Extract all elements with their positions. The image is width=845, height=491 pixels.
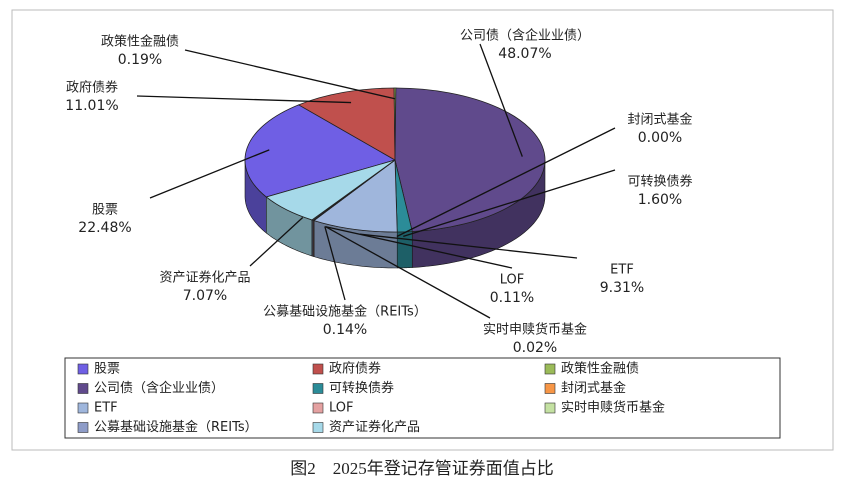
legend-label: 公司债（含企业业债）: [94, 380, 224, 396]
legend-label: 政府债券: [329, 361, 381, 377]
legend-label: 资产证券化产品: [329, 419, 420, 435]
legend-swatch: [77, 422, 89, 433]
legend-swatch: [77, 363, 89, 375]
legend-label: 公募基础设施基金（REITs）: [94, 419, 258, 435]
slice-label: 公募基础设施基金（REITs）: [263, 304, 427, 320]
leader-line: [325, 226, 513, 269]
slice-label: 封闭式基金: [627, 112, 692, 128]
value-label: 22.48%: [78, 220, 131, 236]
chart-frame: [11, 9, 834, 451]
value-label: 0.00%: [638, 130, 682, 146]
legend-box: [64, 357, 781, 439]
legend-label: 政策性金融债: [561, 361, 639, 377]
value-label: 11.01%: [65, 98, 118, 114]
slice-label: 公司债（含企业业债）: [460, 28, 590, 44]
leader-line: [249, 217, 304, 267]
slice: [244, 104, 397, 198]
legend-label: 实时申赎货币基金: [561, 400, 665, 416]
leader-line: [359, 233, 578, 259]
value-label: 9.31%: [600, 280, 644, 296]
legend-swatch: [312, 402, 324, 414]
leader-line: [324, 226, 346, 301]
legend-swatch: [312, 363, 324, 375]
slice: [297, 87, 396, 161]
slice-label: 政府债券: [66, 80, 118, 96]
value-label: 7.07%: [183, 288, 227, 304]
slice: [394, 87, 546, 232]
legend-swatch: [544, 383, 556, 394]
legend-swatch: [312, 422, 324, 433]
value-label: 0.19%: [118, 52, 162, 68]
value-label: 0.14%: [323, 322, 367, 338]
legend-label: 股票: [94, 362, 120, 377]
leader-line: [396, 127, 616, 238]
legend-swatch: [544, 402, 556, 414]
legend-swatch: [77, 383, 89, 394]
legend-label: ETF: [94, 401, 118, 416]
value-label: 48.07%: [498, 46, 551, 62]
caption: 图2 2025年登记存管证券面值占比: [290, 459, 554, 478]
value-label: 0.02%: [513, 340, 557, 356]
slice-label: 可转换债券: [627, 174, 692, 190]
slice-label: 股票: [92, 203, 118, 218]
slice-label: LOF: [500, 273, 525, 288]
legend-swatch: [544, 363, 556, 375]
slice-label: ETF: [610, 263, 634, 278]
value-label: 0.11%: [490, 290, 534, 306]
leader-line: [136, 95, 352, 104]
legend-swatch: [77, 402, 89, 414]
slice-label: 资产证券化产品: [159, 270, 250, 286]
slice: [265, 159, 396, 221]
legend-label: 可转换债券: [329, 380, 394, 396]
legend-swatch: [312, 383, 324, 394]
leader-line: [325, 225, 491, 319]
leader-line: [184, 49, 396, 100]
slice-label: 政策性金融债: [101, 34, 179, 50]
slice-side: [396, 231, 413, 269]
value-label: 1.60%: [638, 192, 682, 208]
leader-line: [403, 169, 616, 237]
leader-line: [149, 149, 270, 199]
leader-line: [479, 43, 523, 157]
slice-label: 实时申赎货币基金: [483, 322, 587, 338]
slice: [313, 159, 398, 233]
legend-label: 封闭式基金: [561, 380, 626, 396]
legend-label: LOF: [329, 401, 354, 416]
